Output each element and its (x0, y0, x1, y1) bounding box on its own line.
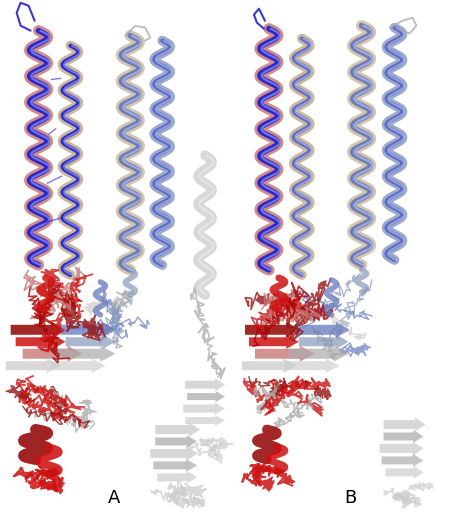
FancyArrow shape (16, 334, 65, 349)
Text: A: A (108, 489, 120, 508)
FancyArrow shape (55, 346, 115, 362)
FancyArrow shape (185, 378, 225, 391)
FancyArrow shape (153, 459, 197, 472)
FancyArrow shape (150, 446, 198, 461)
FancyArrow shape (187, 391, 225, 402)
FancyArrow shape (11, 322, 65, 338)
FancyArrow shape (385, 466, 423, 479)
FancyArrow shape (295, 322, 350, 338)
FancyArrow shape (249, 334, 299, 349)
Text: B: B (344, 489, 356, 508)
FancyArrow shape (383, 430, 423, 443)
FancyArrow shape (6, 358, 61, 373)
FancyArrow shape (255, 346, 315, 362)
FancyArrow shape (242, 358, 297, 373)
FancyArrow shape (183, 402, 225, 415)
FancyArrow shape (383, 418, 426, 432)
FancyArrow shape (299, 334, 349, 349)
FancyArrow shape (157, 471, 197, 484)
FancyArrow shape (65, 334, 115, 349)
FancyArrow shape (380, 441, 423, 456)
FancyArrow shape (245, 322, 300, 338)
FancyArrow shape (289, 346, 349, 362)
FancyArrow shape (51, 358, 105, 373)
FancyArrow shape (285, 358, 340, 373)
FancyArrow shape (185, 415, 225, 426)
FancyArrow shape (155, 422, 200, 437)
FancyArrow shape (23, 346, 82, 362)
FancyArrow shape (155, 435, 197, 448)
FancyArrow shape (382, 454, 423, 467)
FancyArrow shape (61, 322, 115, 338)
